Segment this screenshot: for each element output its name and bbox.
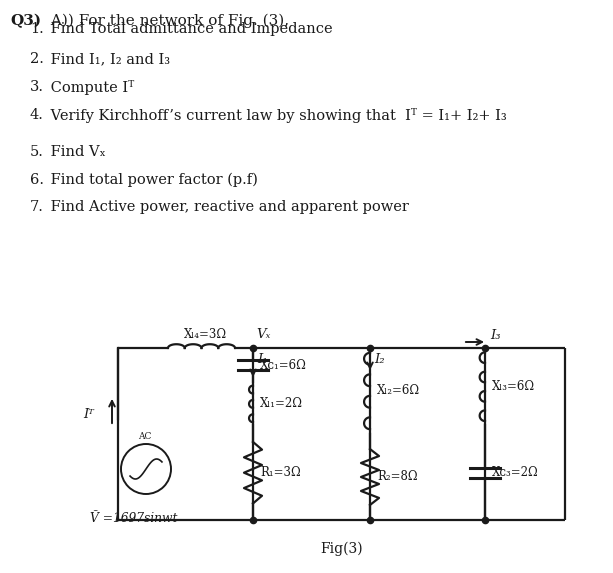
Text: I₁: I₁ (257, 353, 268, 366)
Text: Q3): Q3) (10, 14, 41, 28)
Text: Iᵀ: Iᵀ (83, 407, 94, 421)
Text: 1.: 1. (30, 22, 44, 36)
Text: 2.: 2. (30, 52, 44, 66)
Text: 7.: 7. (30, 200, 44, 214)
Text: Compute Iᵀ: Compute Iᵀ (46, 80, 134, 95)
Text: Find I₁, I₂ and I₃: Find I₁, I₂ and I₃ (46, 52, 170, 66)
Text: 6.: 6. (30, 173, 44, 187)
Text: Verify Kirchhoff’s current law by showing that  Iᵀ = I₁+ I₂+ I₃: Verify Kirchhoff’s current law by showin… (46, 108, 507, 123)
Text: Find Total admittance and Impedance: Find Total admittance and Impedance (46, 22, 333, 36)
Text: Ṽ =1697sinwt: Ṽ =1697sinwt (90, 512, 177, 525)
Text: AC: AC (138, 432, 151, 441)
Text: Find Active power, reactive and apparent power: Find Active power, reactive and apparent… (46, 200, 409, 214)
Text: Find total power factor (p.f): Find total power factor (p.f) (46, 173, 258, 187)
Text: R₂=8Ω: R₂=8Ω (377, 470, 417, 484)
Text: 3.: 3. (30, 80, 44, 94)
Text: Xₗ₁=2Ω: Xₗ₁=2Ω (260, 398, 303, 410)
Text: Fig(3): Fig(3) (320, 542, 363, 556)
Text: Xᴄ₁=6Ω: Xᴄ₁=6Ω (260, 359, 307, 372)
Text: I₂: I₂ (374, 353, 384, 366)
Text: Xₗ₄=3Ω: Xₗ₄=3Ω (183, 328, 227, 341)
Text: A)) For the network of Fig. (3),: A)) For the network of Fig. (3), (46, 14, 289, 29)
Text: Vₓ: Vₓ (256, 328, 270, 341)
Text: Xᴄ₃=2Ω: Xᴄ₃=2Ω (492, 466, 539, 479)
Text: Find Vₓ: Find Vₓ (46, 145, 106, 159)
Text: Xₗ₃=6Ω: Xₗ₃=6Ω (492, 380, 535, 393)
Text: 4.: 4. (30, 108, 44, 122)
Text: I₃: I₃ (490, 329, 501, 342)
Text: 5.: 5. (30, 145, 44, 159)
Text: R₁=3Ω: R₁=3Ω (260, 466, 301, 479)
Text: Xₗ₂=6Ω: Xₗ₂=6Ω (377, 384, 420, 398)
